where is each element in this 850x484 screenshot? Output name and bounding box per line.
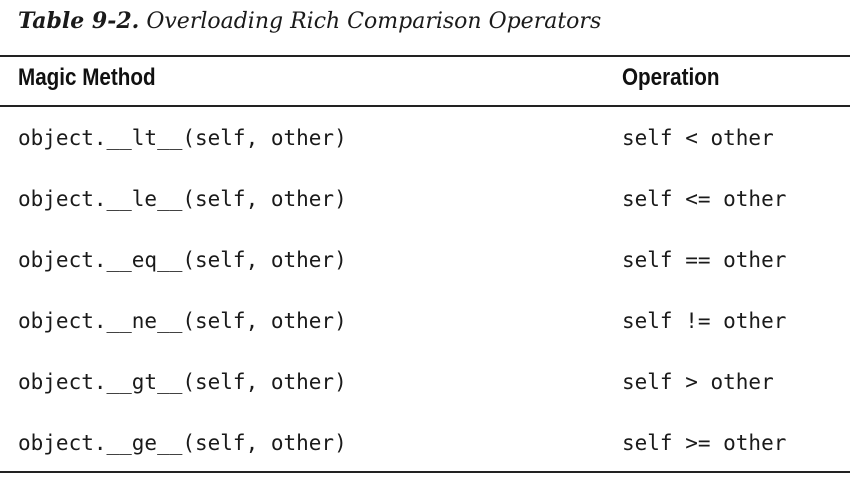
magic-method-cell: object.__lt__(self, other) <box>18 126 347 150</box>
operation-cell: self >= other <box>622 431 787 455</box>
table-row: object.__gt__(self, other) self > other <box>0 351 850 412</box>
table-body: object.__lt__(self, other) self < other … <box>0 107 850 473</box>
operation-cell: self > other <box>622 370 774 394</box>
operation-cell: self != other <box>622 309 787 333</box>
table-bottom-rule <box>0 471 850 473</box>
header-divider-rule <box>0 105 850 107</box>
magic-method-cell: object.__gt__(self, other) <box>18 370 347 394</box>
table-number: Table 9-2. <box>18 8 140 34</box>
magic-method-cell: object.__le__(self, other) <box>18 187 347 211</box>
table-row: object.__ne__(self, other) self != other <box>0 290 850 351</box>
column-header-magic-method: Magic Method <box>18 64 156 91</box>
table-title: Overloading Rich Comparison Operators <box>146 9 602 34</box>
operation-cell: self == other <box>622 248 787 272</box>
table-row: object.__eq__(self, other) self == other <box>0 229 850 290</box>
operation-cell: self <= other <box>622 187 787 211</box>
magic-method-cell: object.__ne__(self, other) <box>18 309 347 333</box>
table-row: object.__lt__(self, other) self < other <box>0 107 850 168</box>
table-caption: Table 9-2. Overloading Rich Comparison O… <box>18 8 601 34</box>
table-top-rule <box>0 55 850 57</box>
table-row: object.__ge__(self, other) self >= other <box>0 412 850 473</box>
operation-cell: self < other <box>622 126 774 150</box>
magic-method-cell: object.__eq__(self, other) <box>18 248 347 272</box>
magic-method-cell: object.__ge__(self, other) <box>18 431 347 455</box>
column-header-operation: Operation <box>622 64 720 91</box>
table-row: object.__le__(self, other) self <= other <box>0 168 850 229</box>
